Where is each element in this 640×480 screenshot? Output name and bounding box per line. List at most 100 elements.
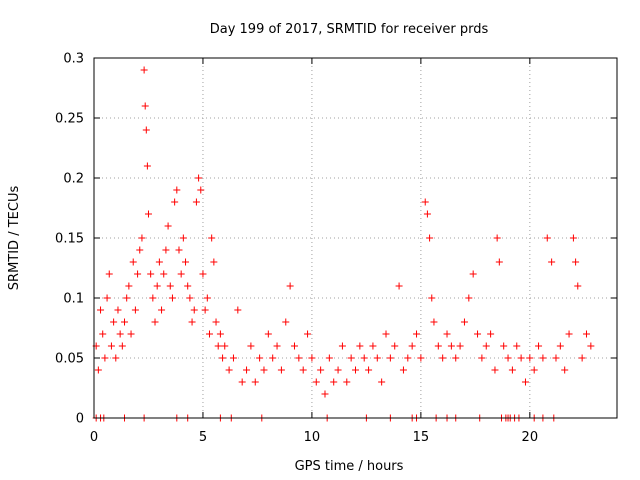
data-point — [251, 378, 259, 386]
data-point — [136, 246, 144, 254]
data-point — [103, 294, 111, 302]
data-point — [582, 330, 590, 338]
data-point — [513, 342, 521, 350]
data-point — [548, 258, 556, 266]
data-point — [179, 234, 187, 242]
data-point — [493, 234, 501, 242]
data-point — [517, 354, 525, 362]
data-point — [521, 378, 529, 386]
data-point — [578, 354, 586, 362]
data-point — [99, 330, 107, 338]
data-point — [535, 342, 543, 350]
data-point — [225, 366, 233, 374]
data-point — [256, 354, 264, 362]
data-point — [162, 246, 170, 254]
data-point — [312, 378, 320, 386]
x-tick-label: 15 — [413, 430, 430, 445]
data-point — [212, 318, 220, 326]
data-point — [143, 162, 151, 170]
data-point — [290, 342, 298, 350]
y-tick-label: 0.3 — [63, 52, 84, 67]
data-point — [478, 354, 486, 362]
data-point — [238, 378, 246, 386]
x-tick-label: 5 — [199, 430, 207, 445]
x-tick-label: 10 — [304, 430, 321, 445]
data-point — [552, 354, 560, 362]
data-points — [92, 66, 595, 422]
data-point — [243, 366, 251, 374]
data-point — [304, 330, 312, 338]
chart-title: Day 199 of 2017, SRMTID for receiver prd… — [210, 22, 489, 37]
data-point — [360, 354, 368, 362]
data-point — [195, 174, 203, 182]
data-point — [164, 222, 172, 230]
data-point — [447, 342, 455, 350]
data-point — [460, 318, 468, 326]
data-point — [221, 342, 229, 350]
x-tick-label: 0 — [90, 430, 98, 445]
data-point — [184, 282, 192, 290]
data-point — [160, 270, 168, 278]
data-point — [423, 210, 431, 218]
data-point — [131, 306, 139, 314]
data-point — [382, 330, 390, 338]
data-point — [118, 342, 126, 350]
data-point — [199, 270, 207, 278]
data-point — [491, 366, 499, 374]
data-point — [421, 198, 429, 206]
data-point — [556, 342, 564, 350]
data-point — [142, 126, 150, 134]
data-point — [127, 330, 135, 338]
data-point — [247, 342, 255, 350]
data-point — [203, 294, 211, 302]
y-tick-label: 0.2 — [63, 172, 84, 187]
data-point — [465, 294, 473, 302]
data-point — [343, 378, 351, 386]
x-tick-label: 20 — [522, 430, 539, 445]
data-point — [500, 342, 508, 350]
data-point — [277, 366, 285, 374]
data-point — [417, 354, 425, 362]
data-point — [565, 330, 573, 338]
data-point — [526, 354, 534, 362]
data-point — [443, 330, 451, 338]
data-point — [149, 294, 157, 302]
data-point — [125, 282, 133, 290]
data-point — [116, 330, 124, 338]
data-point — [561, 366, 569, 374]
data-point — [399, 366, 407, 374]
data-point — [151, 318, 159, 326]
data-point — [141, 102, 149, 110]
data-point — [404, 354, 412, 362]
data-point — [469, 270, 477, 278]
data-point — [334, 366, 342, 374]
data-point — [325, 354, 333, 362]
y-tick-label: 0.25 — [55, 112, 84, 127]
data-point — [317, 366, 325, 374]
y-axis-label: SRMTID / TECUs — [7, 186, 22, 291]
data-point — [97, 306, 105, 314]
data-point — [110, 318, 118, 326]
data-point — [338, 342, 346, 350]
data-point — [94, 366, 102, 374]
data-point — [391, 342, 399, 350]
data-point — [487, 330, 495, 338]
data-point — [373, 354, 381, 362]
data-point — [201, 306, 209, 314]
data-point — [112, 354, 120, 362]
data-point — [190, 306, 198, 314]
data-point — [428, 294, 436, 302]
data-point — [386, 354, 394, 362]
data-point — [229, 354, 237, 362]
data-point — [168, 294, 176, 302]
data-point — [197, 186, 205, 194]
data-point — [153, 282, 161, 290]
data-point — [395, 282, 403, 290]
data-point — [101, 354, 109, 362]
data-point — [347, 354, 355, 362]
data-point — [330, 378, 338, 386]
data-point — [504, 354, 512, 362]
data-point — [192, 198, 200, 206]
data-point — [495, 258, 503, 266]
